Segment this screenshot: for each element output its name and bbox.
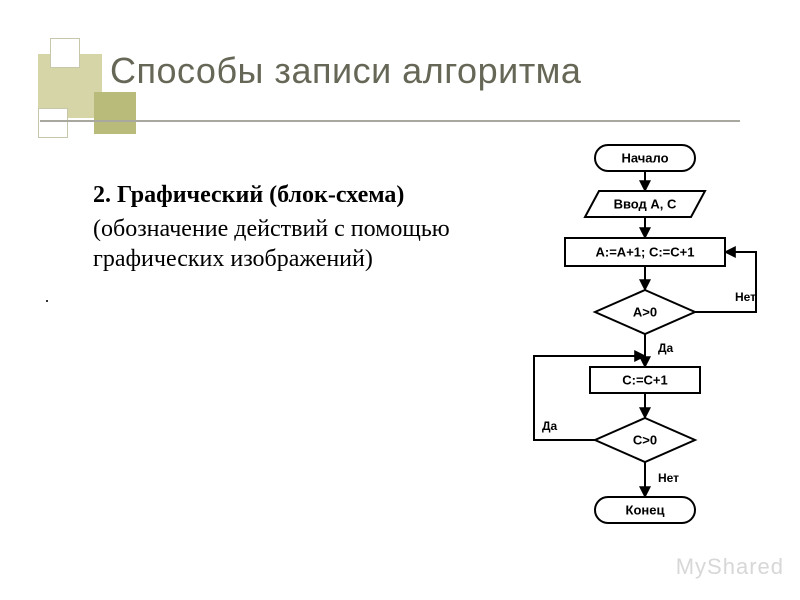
decor-square [38, 108, 68, 138]
fc-node-end: Конец [595, 497, 695, 523]
svg-text:Ввод A, C: Ввод A, C [614, 197, 677, 212]
fc-edge-label: Нет [658, 471, 679, 485]
fc-node-dec1: A>0 [595, 290, 695, 334]
bullet-dot [46, 300, 48, 302]
svg-text:Начало: Начало [621, 151, 668, 166]
fc-node-proc2: C:=C+1 [590, 367, 700, 393]
section-heading: 2. Графический (блок-схема) [93, 180, 455, 210]
fc-node-proc1: A:=A+1; C:=C+1 [565, 238, 725, 266]
svg-text:C:=C+1: C:=C+1 [622, 373, 668, 388]
title-underline [40, 120, 740, 122]
fc-node-dec2: C>0 [595, 418, 695, 462]
body-text: 2. Графический (блок-схема) (обозначение… [75, 180, 455, 274]
section-paragraph: (обозначение действий с помощью графичес… [93, 214, 455, 274]
slide: { "title": "Способы записи алгоритма", "… [0, 0, 800, 600]
svg-text:C>0: C>0 [633, 433, 657, 448]
fc-edge-label: Нет [735, 290, 756, 304]
decor-square [50, 38, 80, 68]
fc-edge-label: Да [658, 341, 674, 355]
flowchart: Да Нет Нет Да Начало Ввод A, C A:=A+1; C:=C+1 A… [500, 140, 790, 580]
fc-node-input: Ввод A, C [585, 191, 705, 217]
fc-edge-label: Да [542, 419, 558, 433]
decor-square [94, 92, 136, 134]
svg-text:Конец: Конец [626, 503, 665, 518]
fc-node-start: Начало [595, 145, 695, 171]
svg-text:A:=A+1; C:=C+1: A:=A+1; C:=C+1 [596, 245, 695, 260]
svg-text:A>0: A>0 [633, 305, 657, 320]
slide-title: Способы записи алгоритма [110, 50, 581, 92]
